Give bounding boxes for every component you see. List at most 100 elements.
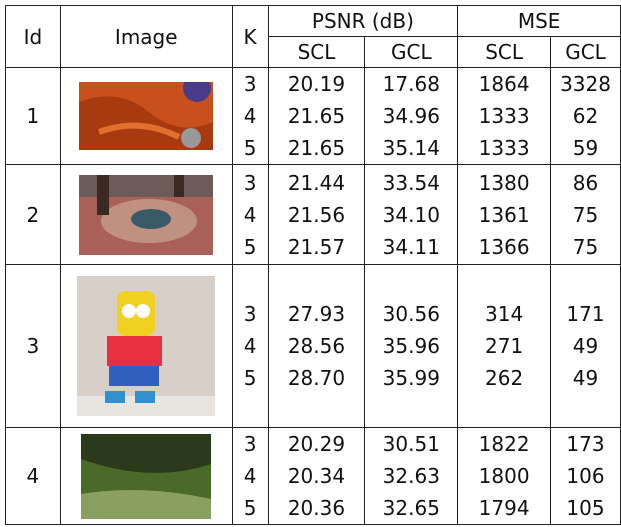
value-cell: 33.54 34.10 34.11 [364,164,459,265]
thumbnail [81,433,212,519]
value-cell: 20.19 21.65 21.65 [267,67,366,165]
header-psnr: PSNR (dB) [267,5,459,37]
value-text: 59 [572,136,599,160]
value-text: 20.19 [287,72,346,96]
value-cell: 173 106 105 [550,427,621,525]
header-mse: MSE [457,5,621,37]
value-text: 20.29 [287,432,346,456]
value-text: 5 [243,234,257,259]
value-text: 171 [566,302,605,326]
value-text: 3 [243,302,257,326]
value-text: 4 [243,334,257,358]
value-text: 1333 [478,104,530,128]
value-text: 4 [243,464,257,488]
value-text: 173 [566,432,605,456]
value-cell: 3 4 5 [231,264,269,428]
value-text: 32.63 [382,464,440,488]
value-text: 271 [485,334,524,358]
value-text: 4 [243,104,257,128]
value-cell: 21.44 21.56 21.57 [267,164,366,265]
value-text: 75 [572,202,599,227]
group-row: 3 3 4 5 27.93 28.56 28.70 30.56 35.96 35.99 314 271… [5,264,621,428]
value-cell: 314 271 262 [457,264,552,428]
header-id: Id [5,5,61,68]
value-text: 105 [566,496,605,520]
value-text: 1800 [478,464,530,488]
value-cell: 1864 1333 1333 [457,67,552,165]
value-text: 1864 [478,72,530,96]
value-text: 49 [572,366,599,390]
value-text: 75 [572,234,599,259]
value-text: 32.65 [382,496,440,520]
value-text: 4 [243,202,257,227]
value-text: 1366 [478,234,530,259]
value-text: 3328 [560,72,611,96]
image-cell [59,164,233,265]
value-cell: 3328 62 59 [550,67,621,165]
value-text: 21.56 [287,202,346,227]
value-cell: 17.68 34.96 35.14 [364,67,459,165]
value-text: 21.44 [287,170,346,195]
value-text: 1794 [478,496,530,520]
value-cell: 171 49 49 [550,264,621,428]
value-text: 35.99 [382,366,440,390]
value-text: 28.70 [287,366,346,390]
header-sub: GCL [364,36,459,68]
value-cell: 3 4 5 [231,164,269,265]
value-text: 27.93 [287,302,346,326]
thumbnail [79,82,214,150]
header-image: Image [59,5,233,68]
header-k: K [231,5,269,68]
value-text: 5 [243,136,257,160]
value-text: 34.10 [382,202,440,227]
id-cell: 3 [5,264,61,428]
id-cell: 4 [5,427,61,525]
value-text: 86 [572,170,599,195]
value-text: 17.68 [382,72,440,96]
thumbnail [77,276,216,416]
value-text: 5 [243,496,257,520]
value-text: 49 [572,334,599,358]
value-cell: 1380 1361 1366 [457,164,552,265]
value-cell: 27.93 28.56 28.70 [267,264,366,428]
value-cell: 3 4 5 [231,67,269,165]
id-cell: 1 [5,67,61,165]
image-cell [59,264,233,428]
header-sub: GCL [550,36,621,68]
value-text: 1380 [478,170,530,195]
value-cell: 3 4 5 [231,427,269,525]
image-cell [59,67,233,165]
value-text: 314 [485,302,524,326]
value-text: 3 [243,432,257,456]
group-row: 4 3 4 5 20.29 20.34 20.36 30.51 32.63 32.65 1822 18… [5,427,621,525]
value-text: 20.36 [287,496,346,520]
value-text: 1822 [478,432,530,456]
value-text: 21.65 [287,136,346,160]
value-text: 21.65 [287,104,346,128]
value-text: 5 [243,366,257,390]
value-cell: 1822 1800 1794 [457,427,552,525]
value-text: 34.96 [382,104,440,128]
value-text: 106 [566,464,605,488]
value-text: 262 [485,366,524,390]
value-text: 30.51 [382,432,440,456]
value-text: 21.57 [287,234,346,259]
value-cell: 20.29 20.34 20.36 [267,427,366,525]
value-text: 28.56 [287,334,346,358]
thumbnail [79,174,214,255]
header-sub: SCL [267,36,366,68]
group-row: 2 3 4 5 21.44 21.56 21.57 33.54 34.10 34.11 1380 13… [5,164,621,265]
value-cell: 30.51 32.63 32.65 [364,427,459,525]
value-text: 1333 [478,136,530,160]
group-row: 1 3 4 5 20.19 21.65 21.65 17.68 34.96 35.14 1864 13… [5,67,621,165]
value-text: 20.34 [287,464,346,488]
value-text: 35.96 [382,334,440,358]
value-text: 34.11 [382,234,440,259]
value-text: 62 [572,104,599,128]
value-text: 33.54 [382,170,440,195]
value-text: 1361 [478,202,530,227]
value-text: 35.14 [382,136,440,160]
header-sub: SCL [457,36,552,68]
